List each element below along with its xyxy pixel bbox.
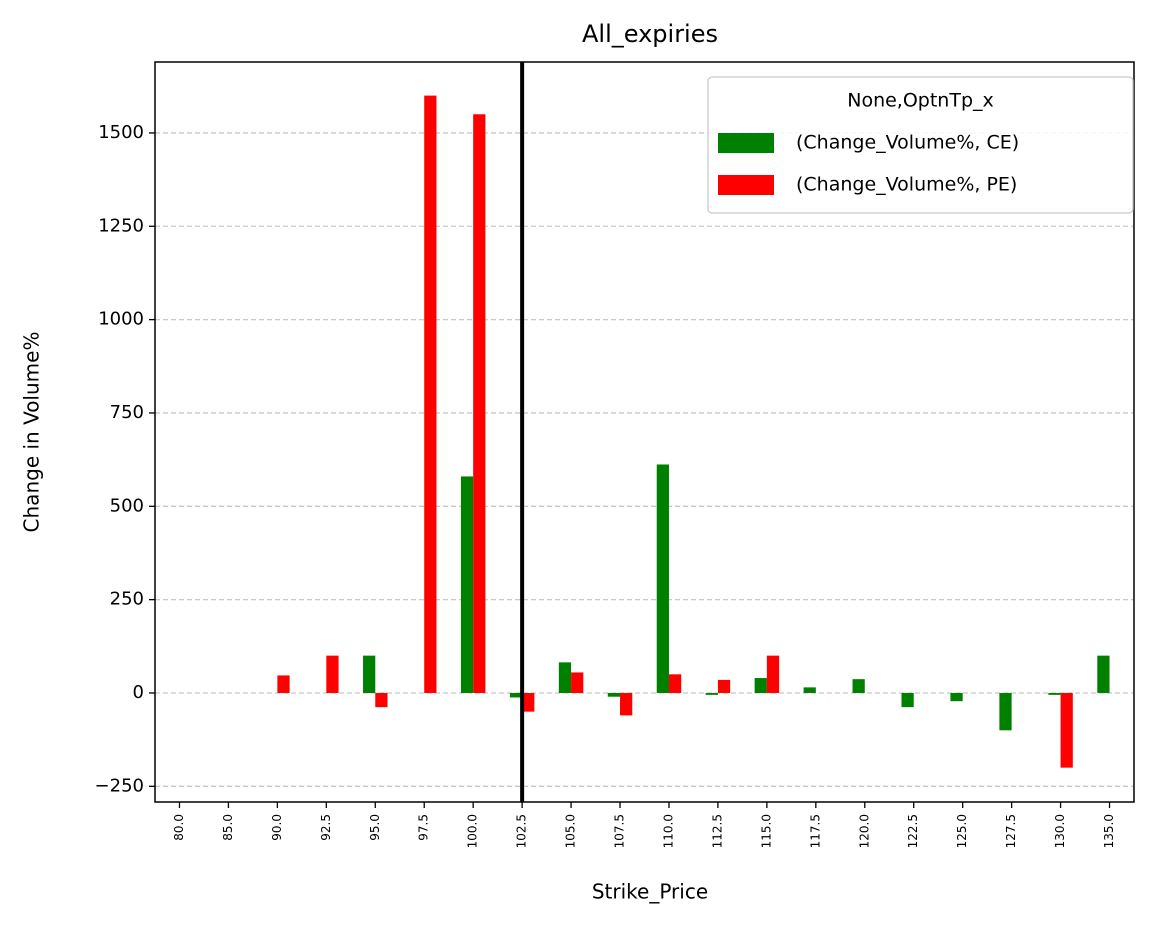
x-tick-label: 80.0 (172, 814, 186, 841)
x-tick-label: 117.5 (808, 814, 822, 848)
x-tick-label: 105.0 (564, 814, 578, 848)
bar (620, 692, 633, 716)
bar (522, 692, 535, 712)
x-axis-label: Strike_Price (592, 880, 708, 904)
x-tick-label: 102.5 (515, 814, 529, 848)
x-tick-label: 90.0 (270, 814, 284, 841)
chart-title: All_expiries (582, 20, 718, 48)
x-tick-label: 115.0 (759, 814, 773, 848)
y-tick-label: 1250 (98, 215, 144, 236)
x-tick-label: 127.5 (1004, 814, 1018, 848)
x-tick-label: 85.0 (221, 814, 235, 841)
bar (571, 672, 584, 693)
y-tick-label: 500 (110, 495, 144, 516)
bar (901, 692, 914, 708)
x-tick-label: 110.0 (661, 814, 675, 848)
legend-swatch (718, 175, 774, 195)
legend-title: None,OptnTp_x (847, 90, 994, 112)
bar (1048, 692, 1061, 695)
bar (363, 655, 376, 693)
bar (277, 675, 290, 693)
legend-label: (Change_Volume%, CE) (796, 132, 1019, 154)
bar (705, 692, 718, 695)
y-tick-label: 1000 (98, 309, 144, 330)
bar (1060, 692, 1073, 768)
bar (460, 476, 474, 693)
bar (717, 679, 731, 693)
bar (852, 679, 865, 693)
x-tick-label: 97.5 (417, 814, 431, 841)
bar (473, 114, 486, 693)
legend-box (707, 76, 1134, 214)
bar (803, 687, 816, 693)
y-tick-label: 0 (133, 682, 144, 703)
bar (668, 674, 682, 693)
y-tick-label: 250 (110, 589, 144, 610)
y-axis-label: Change in Volume% (20, 332, 44, 533)
bar (766, 655, 780, 693)
x-tick-label: 122.5 (906, 814, 920, 848)
bar (375, 692, 388, 708)
bar (509, 692, 523, 698)
x-tick-label: 100.0 (466, 814, 480, 848)
x-tick-label: 92.5 (319, 814, 333, 841)
bar (607, 692, 621, 697)
bar (424, 95, 437, 693)
bar (1097, 655, 1110, 693)
bar (558, 662, 572, 693)
bar (656, 464, 669, 693)
y-tick-label: 750 (110, 402, 144, 423)
x-tick-label: 107.5 (613, 814, 627, 848)
bar (999, 692, 1012, 731)
x-tick-label: 130.0 (1053, 814, 1067, 848)
legend-swatch (718, 133, 774, 153)
x-tick-label: 125.0 (955, 814, 969, 848)
x-tick-label: 112.5 (710, 814, 724, 848)
x-tick-label: 120.0 (857, 814, 871, 848)
x-tick-label: 135.0 (1102, 814, 1116, 848)
bar (950, 692, 963, 702)
y-tick-label: −250 (95, 775, 144, 796)
x-tick-label: 95.0 (368, 814, 382, 841)
plot-frame (154, 61, 1135, 803)
y-tick-label: 1500 (98, 122, 144, 143)
bar (326, 655, 339, 693)
legend-label: (Change_Volume%, PE) (796, 174, 1017, 196)
bar (754, 678, 767, 693)
